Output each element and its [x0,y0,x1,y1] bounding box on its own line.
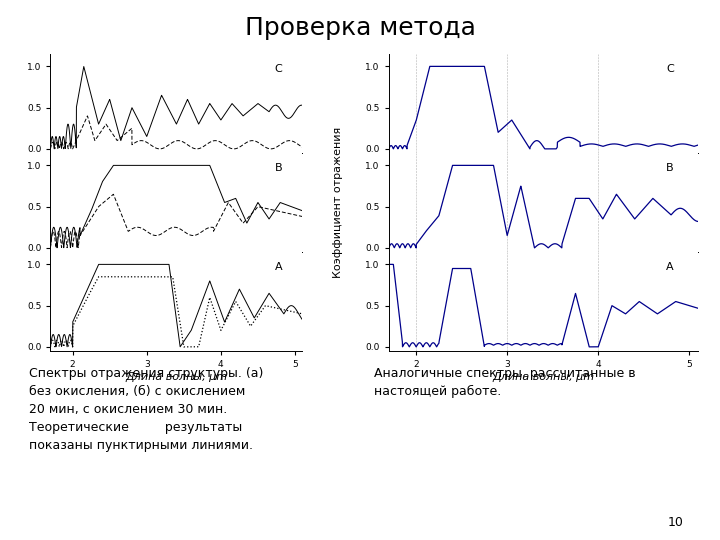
X-axis label: Длина волны, μm: Длина волны, μm [492,372,595,382]
Text: B: B [274,163,282,173]
Text: A: A [666,262,674,272]
Text: C: C [274,64,282,74]
Text: B: B [666,163,674,173]
Text: C: C [666,64,674,74]
Text: A: A [274,262,282,272]
X-axis label: Длина волны, μm: Длина волны, μm [125,372,228,382]
Text: Проверка метода: Проверка метода [245,16,475,40]
Text: Спектры отражения структуры. (а)
без окисления, (б) с окислением
20 мин, с окисл: Спектры отражения структуры. (а) без оки… [29,367,264,452]
Text: Коэффициент отражения: Коэффициент отражения [333,127,343,278]
Text: 10: 10 [668,516,684,529]
Text: Аналогичные спектры, рассчитанные в
настоящей работе.: Аналогичные спектры, рассчитанные в наст… [374,367,636,399]
